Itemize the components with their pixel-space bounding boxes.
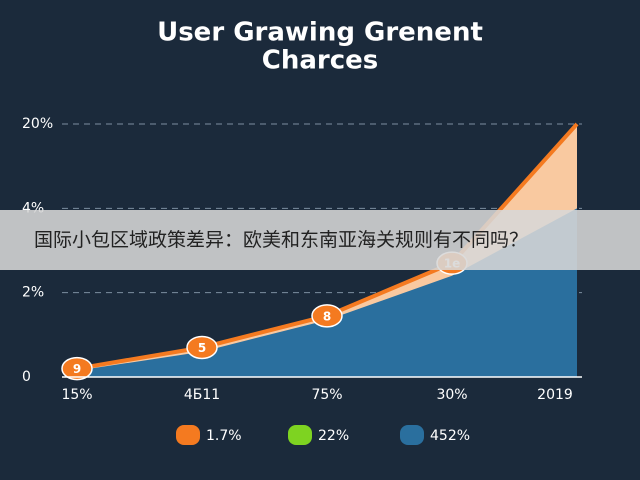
legend-swatch bbox=[288, 425, 312, 445]
legend-label: 452% bbox=[430, 428, 470, 444]
point-label: 8 bbox=[323, 309, 331, 323]
point-label: 9 bbox=[73, 362, 81, 376]
x-tick-label: 30% bbox=[436, 387, 467, 403]
x-tick-label: 75% bbox=[311, 387, 342, 403]
legend-swatch bbox=[400, 425, 424, 445]
point-label: 5 bbox=[198, 341, 206, 355]
y-tick-label: 2% bbox=[22, 285, 44, 301]
point-marker bbox=[311, 304, 343, 328]
point-marker bbox=[61, 356, 93, 381]
chart-title: Charces bbox=[262, 46, 378, 76]
legend-swatch bbox=[176, 425, 200, 445]
area bbox=[77, 208, 577, 377]
x-tick-label: 2019 bbox=[537, 387, 573, 403]
chart-title: User Grawing Grenent bbox=[157, 18, 483, 48]
x-tick-label: 4Б11 bbox=[184, 387, 220, 403]
legend-label: 22% bbox=[318, 428, 349, 444]
legend-label: 1.7% bbox=[206, 428, 242, 444]
y-tick-label: 20% bbox=[22, 116, 53, 132]
y-tick-label: 0 bbox=[22, 369, 31, 385]
banner: 国际小包区域政策差异：欧美和东南亚海关规则有不同吗？ bbox=[0, 210, 640, 270]
x-tick-label: 15% bbox=[61, 387, 92, 403]
point-marker bbox=[186, 335, 218, 360]
